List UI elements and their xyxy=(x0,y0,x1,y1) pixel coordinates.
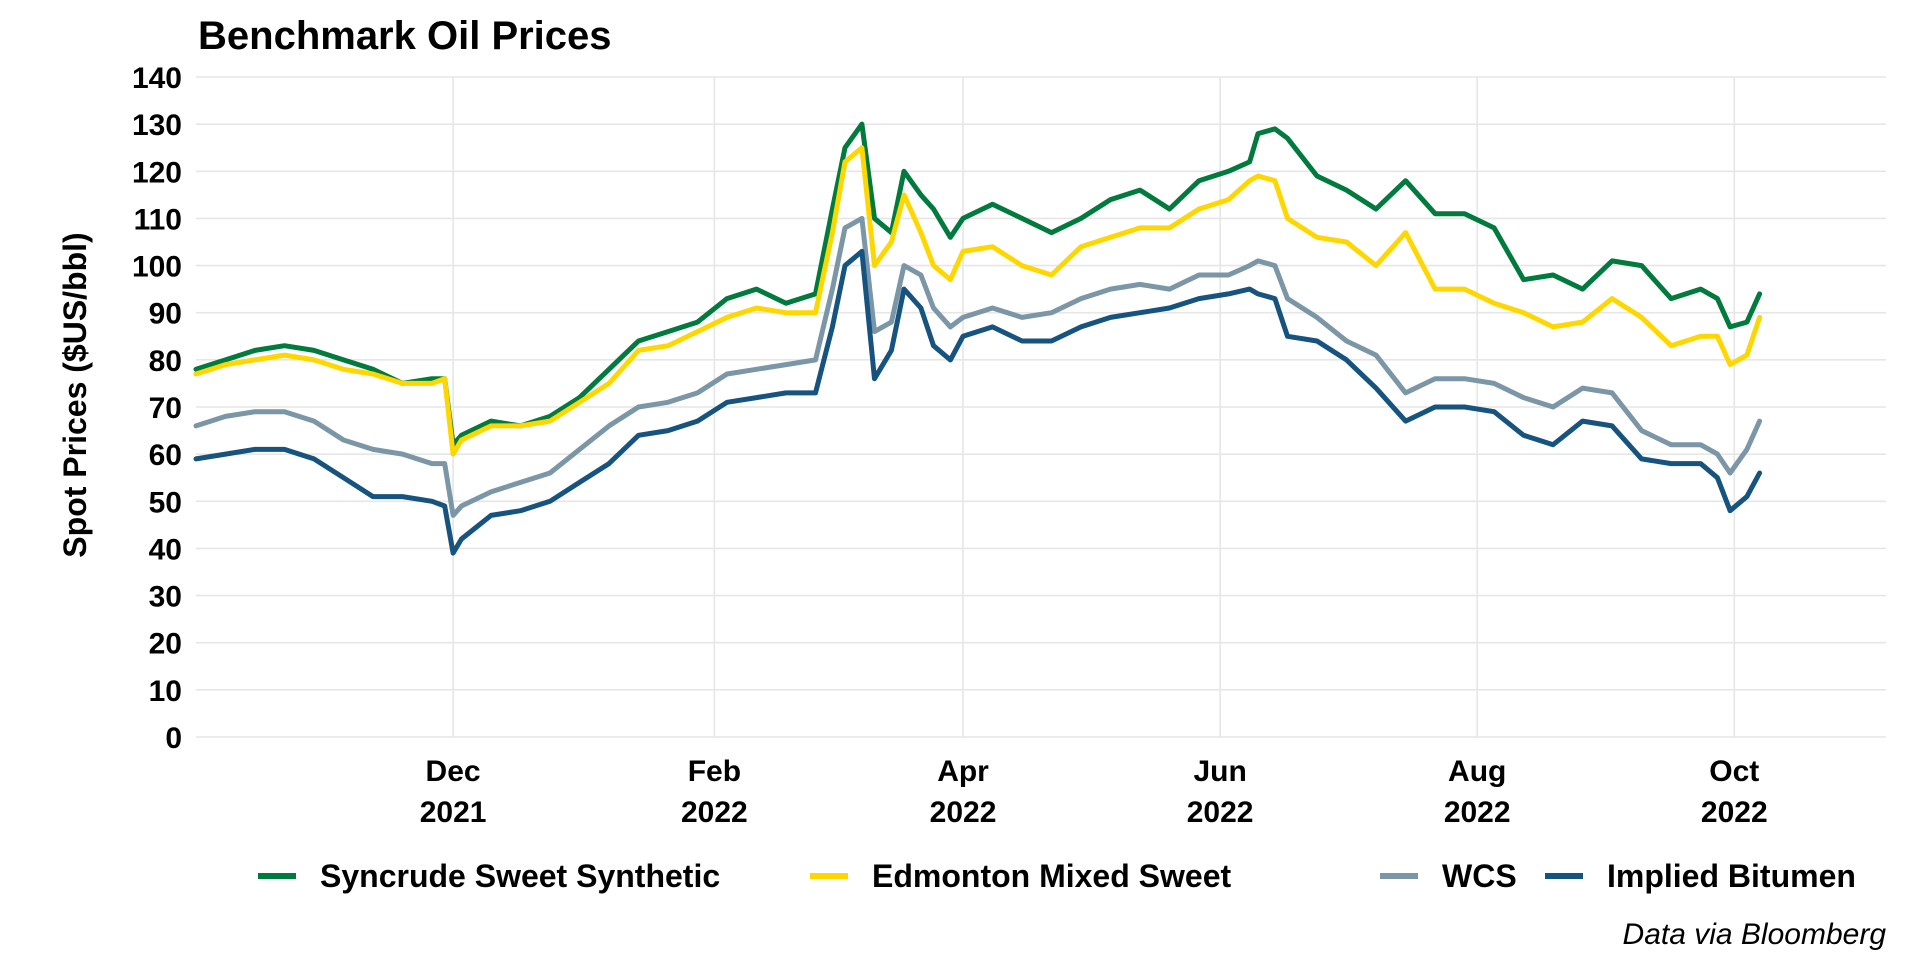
chart-title: Benchmark Oil Prices xyxy=(198,14,612,58)
x-tick-label-year: 2022 xyxy=(681,796,748,829)
series-line-implied-bitumen xyxy=(193,248,1763,556)
y-tick-label: 0 xyxy=(165,722,182,755)
y-tick-label: 110 xyxy=(134,203,182,236)
x-tick-label-year: 2022 xyxy=(930,796,997,829)
y-tick-label: 40 xyxy=(149,533,182,566)
grid xyxy=(196,76,1886,738)
y-tick-label: 10 xyxy=(149,675,182,708)
x-tick-label-month: Oct xyxy=(1709,755,1759,788)
y-tick-label: 100 xyxy=(132,251,182,284)
legend-label-syncrude-sweet-synthetic: Syncrude Sweet Synthetic xyxy=(320,858,720,894)
legend: Syncrude Sweet Synthetic Edmonton Mixed S… xyxy=(258,858,1856,894)
series-line-syncrude-sweet-synthetic xyxy=(193,121,1763,448)
x-tick-label-month: Apr xyxy=(937,755,989,788)
y-tick-label: 60 xyxy=(149,439,182,472)
x-tick-label-year: 2021 xyxy=(420,796,487,829)
x-tick-label-year: 2022 xyxy=(1187,796,1254,829)
y-tick-label: 80 xyxy=(149,345,182,378)
legend-label-wcs: WCS xyxy=(1442,858,1517,894)
y-tick-label: 120 xyxy=(132,156,182,189)
y-tick-label: 50 xyxy=(149,486,182,519)
y-tick-label: 20 xyxy=(149,628,182,661)
legend-label-implied-bitumen: Implied Bitumen xyxy=(1607,858,1856,894)
series-lines xyxy=(193,121,1763,556)
y-axis-ticks: 0 10 20 30 40 50 60 70 80 90 100 110 120 130 140 xyxy=(132,62,182,755)
x-tick-label-month: Jun xyxy=(1193,755,1246,788)
x-tick-label-month: Aug xyxy=(1448,755,1506,788)
x-tick-label-year: 2022 xyxy=(1444,796,1511,829)
x-tick-label-month: Feb xyxy=(688,755,741,788)
x-tick-label-year: 2022 xyxy=(1701,796,1768,829)
y-tick-label: 70 xyxy=(149,392,182,425)
y-tick-label: 90 xyxy=(149,298,182,331)
y-axis-label: Spot Prices ($US/bbl) xyxy=(57,232,93,557)
x-axis-ticks: Dec 2021 Feb 2022 Apr 2022 Jun 2022 Aug 2022 Oct 20… xyxy=(420,755,1768,829)
y-tick-label: 140 xyxy=(132,62,182,95)
series-line-edmonton-mixed-sweet xyxy=(193,145,1763,457)
data-source-caption: Data via Bloomberg xyxy=(1623,918,1887,951)
y-tick-label: 30 xyxy=(149,581,182,614)
x-tick-label-month: Dec xyxy=(426,755,481,788)
series-line-wcs xyxy=(193,215,1763,518)
y-tick-label: 130 xyxy=(132,109,182,142)
legend-label-edmonton-mixed-sweet: Edmonton Mixed Sweet xyxy=(872,858,1231,894)
